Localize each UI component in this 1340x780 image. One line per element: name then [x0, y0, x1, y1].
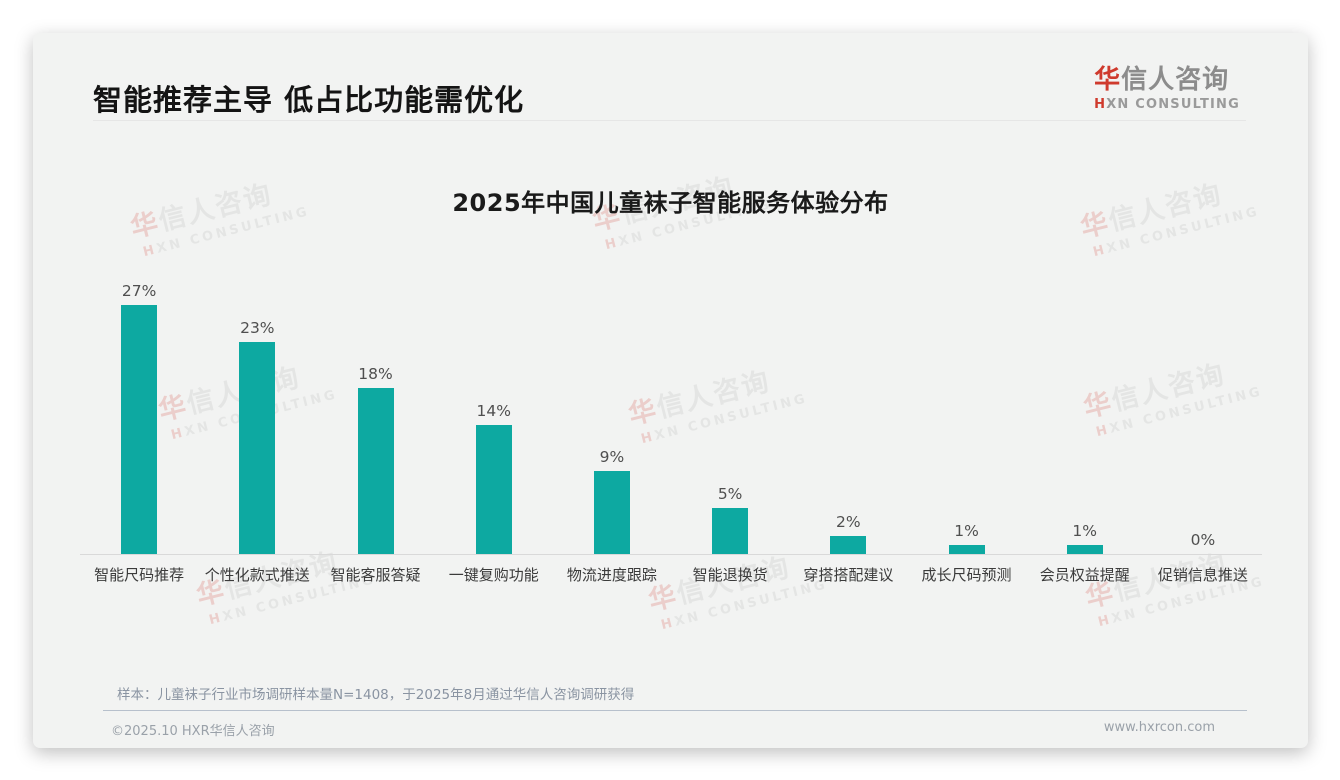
bar — [830, 535, 867, 554]
bar-column: 1% — [907, 522, 1025, 554]
bar-column: 1% — [1026, 522, 1144, 554]
bar-value-label: 27% — [121, 282, 157, 300]
bar-column: 18% — [316, 365, 434, 554]
bar-value-label: 23% — [240, 318, 275, 337]
bar — [121, 305, 158, 554]
bar-column: 23% — [198, 319, 316, 554]
company-logo: 华信人咨询 HXN CONSULTING — [1094, 59, 1240, 112]
bar — [712, 507, 749, 554]
sample-note: 样本：儿童袜子行业市场调研样本量N=1408，于2025年8月通过华信人咨询调研… — [117, 687, 635, 703]
category-label: 会员权益提醒 — [1039, 566, 1130, 584]
logo-chinese-text: 华信人咨询 — [1094, 59, 1240, 96]
bar-value-label: 1% — [1072, 521, 1098, 540]
bar-column: 2% — [789, 513, 907, 554]
bar — [1066, 544, 1103, 554]
report-card: 华信人咨询 HXN CONSULTING 华信人咨询 HXN CONSULTING 华信… — [33, 33, 1308, 748]
logo-english-text: HXN CONSULTING — [1094, 97, 1240, 112]
category-label: 智能客服答疑 — [330, 566, 421, 584]
copyright-text: ©2025.10 HXR华信人咨询 — [111, 724, 275, 739]
category-row: 智能尺码推荐 个性化款式推送 智能客服答疑 一键复购功能 物流进度跟踪 智能退换货 穿搭搭配… — [80, 564, 1262, 585]
bar-column: 27% — [80, 282, 198, 554]
bar-column: 5% — [671, 485, 789, 554]
bar-value-label: 14% — [476, 401, 511, 420]
category-label: 一键复购功能 — [448, 566, 539, 584]
header-divider — [93, 120, 1246, 121]
category-label: 穿搭搭配建议 — [803, 566, 894, 584]
website-text: www.hxrcon.com — [1103, 720, 1215, 735]
logo-gray-characters: 信人咨询 — [1121, 65, 1230, 95]
bar-column: 9% — [553, 448, 671, 554]
logo-english-first-letter: H — [1094, 97, 1107, 112]
bar-plot: 27% 23% 18% 14% 9% 5% 2% 1% 1% 0% — [80, 271, 1262, 555]
bar-value-label: 1% — [954, 521, 979, 540]
footer-divider — [103, 710, 1247, 711]
category-label: 促销信息推送 — [1157, 566, 1248, 584]
category-label: 智能尺码推荐 — [94, 566, 185, 584]
bar-value-label: 5% — [717, 484, 743, 503]
category-label: 物流进度跟踪 — [566, 566, 657, 584]
bar-column: 0% — [1144, 531, 1262, 554]
bar — [357, 388, 394, 554]
logo-english-rest: XN CONSULTING — [1106, 97, 1240, 112]
bar — [948, 544, 985, 554]
chart-title: 2025年中国儿童袜子智能服务体验分布 — [452, 189, 889, 217]
bar — [239, 341, 276, 554]
category-label: 个性化款式推送 — [204, 566, 310, 584]
page-title: 智能推荐主导 低占比功能需优化 — [93, 83, 525, 117]
bar-value-label: 18% — [358, 365, 393, 383]
bar-value-label: 9% — [599, 448, 625, 466]
logo-red-character: 华 — [1094, 65, 1122, 95]
bar-value-label: 2% — [836, 512, 861, 531]
bar — [475, 424, 512, 554]
bar — [593, 471, 630, 554]
category-label: 智能退换货 — [692, 566, 768, 584]
bar-column: 14% — [435, 402, 553, 554]
category-label: 成长尺码预测 — [921, 566, 1012, 584]
bar-value-label: 0% — [1190, 531, 1216, 549]
